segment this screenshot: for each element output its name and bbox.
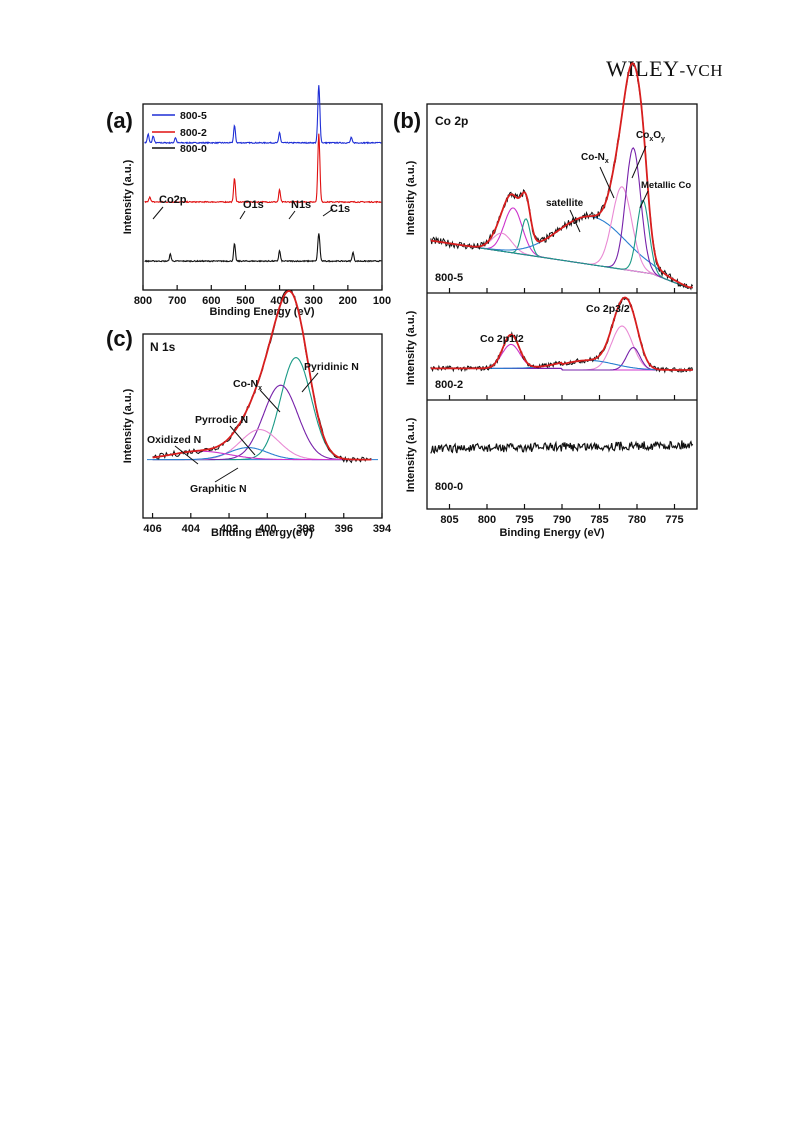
panel-b-tick-label: 790 [553, 514, 571, 526]
annot-b-co-nx: Co-Nx [581, 152, 609, 165]
panel-a-tick-label: 200 [339, 295, 357, 307]
panel-a-series-800-2 [144, 133, 382, 204]
panel-b-800-0-raw [430, 440, 694, 455]
annot-graphitic: Graphitic N [190, 483, 247, 495]
annot-coxoy: CoxOy [636, 130, 665, 143]
panel-c-tick-label: 398 [296, 523, 314, 535]
annot-o1s: O1s [243, 199, 264, 211]
annot-co-2p12: Co 2p1/2 [480, 333, 524, 345]
panel-c-tick-label: 402 [220, 523, 238, 535]
arrow-c1s [322, 208, 334, 217]
annot-pyridinic: Pyridinic N [304, 361, 359, 373]
subpanel-label-800-2: 800-2 [435, 379, 463, 391]
annot-co-nx: Co-Nx [233, 378, 262, 392]
panel-c-tick-label: 396 [335, 523, 353, 535]
panel-b-800-5-fit [430, 62, 693, 289]
panel-a-tick-label: 500 [236, 295, 254, 307]
panel-c-fit-envelope [152, 290, 372, 461]
panel-c-ticks: 406 404 402 400 398 396 394 [143, 513, 392, 535]
annot-metallic: Metallic Co [641, 180, 691, 191]
panel-b-title: Co 2p [435, 114, 468, 128]
panel-a-ylabel: Intensity (a.u.) [122, 159, 134, 234]
arrow-graphitic [214, 467, 239, 483]
header-brand: WILEY [606, 56, 680, 81]
panel-c-frame [142, 333, 383, 519]
panel-a-series-800-5 [144, 85, 382, 145]
arrow-pyridinic [301, 372, 319, 393]
arrow-pyrrodic [229, 425, 256, 456]
panel-a-series-800-0 [144, 233, 382, 263]
panel-a-series [144, 85, 382, 263]
panel-a-ticks: 800 700 600 500 400 300 200 100 [134, 285, 391, 307]
panel-a-tick-label: 400 [270, 295, 288, 307]
panel-a-tick-label: 300 [305, 295, 323, 307]
panel-b-800-5-component [430, 147, 693, 289]
panel-b-letter: (b) [393, 108, 421, 133]
annot-oxidized: Oxidized N [147, 434, 201, 446]
panel-c-letter: (c) [106, 326, 133, 351]
arrow-b-co-nx [599, 166, 615, 199]
subpanel-label-800-5: 800-5 [435, 272, 463, 284]
arrow-satellite [569, 209, 581, 233]
panel-a-tick-label: 800 [134, 295, 152, 307]
panel-b-800-5-raw [430, 60, 694, 291]
panel-a-tick-label: 700 [168, 295, 186, 307]
panel-c-tick-label: 394 [373, 523, 392, 535]
panel-b-800-2-raw [430, 297, 694, 374]
panel-c-tick-label: 400 [258, 523, 276, 535]
panel-c-xlabel: Binding Energy(eV) [211, 527, 313, 539]
panel-b-ylabel-800-5: Intensity (a.u.) [405, 160, 417, 235]
panel-b-ticks: 805 800 795 790 785 780 775 [440, 288, 684, 526]
panel-c-series [147, 289, 378, 464]
arrow-o1s [239, 210, 246, 220]
annot-c1s: C1s [330, 203, 350, 215]
panel-b-tick-label: 785 [590, 514, 608, 526]
panel-b-series [430, 60, 694, 455]
publisher-header: WILEY-VCH [606, 56, 723, 82]
panel-c: (c) N 1s 406 404 402 400 398 396 394 Pyridinic… [106, 289, 392, 539]
panel-b: (b) Co 2p 805 800 795 790 785 780 775 800-5 80… [393, 60, 698, 539]
panel-b-800-2-fit [430, 296, 693, 371]
arrow-oxidized [174, 445, 199, 465]
arrow-metallic [639, 190, 649, 209]
legend-label-800-5: 800-5 [180, 110, 207, 122]
annot-n1s: N1s [291, 199, 311, 211]
annot-pyrrodic: Pyrrodic N [195, 414, 248, 426]
panel-b-tick-label: 775 [665, 514, 683, 526]
panel-b-tick-label: 795 [515, 514, 533, 526]
legend-label-800-2: 800-2 [180, 127, 207, 139]
panel-c-tick-label: 404 [182, 523, 201, 535]
panel-a-letter: (a) [106, 108, 133, 133]
panel-a-tick-label: 600 [202, 295, 220, 307]
annot-co2p: Co2p [159, 194, 187, 206]
arrow-coxoy [631, 145, 647, 179]
legend-label-800-0: 800-0 [180, 143, 207, 155]
panel-a-frame [142, 103, 383, 291]
header-suffix: -VCH [679, 61, 723, 80]
panel-b-ylabel-800-0: Intensity (a.u.) [405, 417, 417, 492]
panel-a-xlabel: Binding Energy (eV) [209, 306, 314, 318]
panel-c-tick-label: 406 [143, 523, 161, 535]
annot-co-2p32: Co 2p3/2 [586, 303, 630, 315]
annot-satellite: satellite [546, 198, 584, 209]
panel-c-title: N 1s [150, 340, 176, 354]
arrow-n1s [288, 210, 296, 220]
panel-a-tick-label: 100 [373, 295, 391, 307]
panel-b-tick-label: 780 [628, 514, 646, 526]
panel-c-component-co-nx [152, 384, 372, 461]
subpanel-label-800-0: 800-0 [435, 481, 463, 493]
panel-b-ylabel-800-2: Intensity (a.u.) [405, 310, 417, 385]
arrow-co-nx [259, 389, 281, 413]
arrow-co2p [152, 206, 164, 220]
panel-b-tick-label: 805 [440, 514, 458, 526]
panel-a: (a) 800 700 600 500 400 300 200 100 800-5 800-2… [106, 85, 391, 318]
panel-b-tick-label: 800 [478, 514, 496, 526]
panel-c-ylabel: Intensity (a.u.) [122, 388, 134, 463]
panel-b-xlabel: Binding Energy (eV) [499, 527, 604, 539]
